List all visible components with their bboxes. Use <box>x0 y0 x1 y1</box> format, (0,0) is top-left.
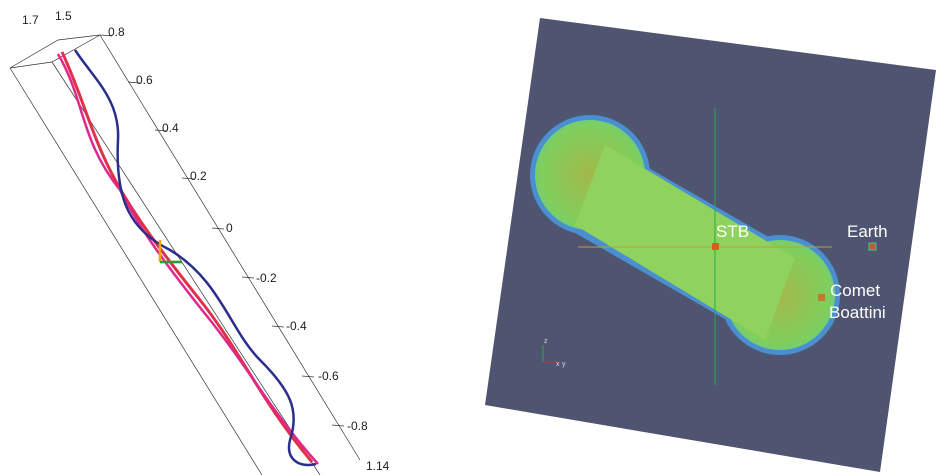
marker-earth <box>869 243 876 250</box>
curve-blue <box>75 50 316 465</box>
curve-red <box>62 52 312 462</box>
tick-label: 1.5 <box>55 9 72 23</box>
figure: 1.71.50.80.60.40.20-0.2-0.4-0.6-0.81.14 … <box>0 0 936 475</box>
marker-stb <box>712 243 719 250</box>
box-edges <box>10 35 360 475</box>
curve-magenta <box>58 54 318 464</box>
tick-labels: 1.7 1.5 0.8 0.6 0.4 0.2 0 -0.2 -0.4 -0.6 -0.8 1.14 <box>22 9 390 473</box>
tick-label: -0.8 <box>347 419 368 433</box>
label: Earth <box>847 222 888 241</box>
tick-label: 1.14 <box>366 459 390 473</box>
tick-marks <box>100 35 344 426</box>
marker-comet <box>818 294 825 301</box>
triad-label: y <box>562 361 566 368</box>
label: Comet <box>830 281 880 300</box>
left-panel <box>10 35 360 475</box>
label: Boattini <box>829 303 886 322</box>
tick-label: 0.6 <box>136 73 153 87</box>
right-panel: STB Earth Comet Boattini z x y <box>485 18 936 472</box>
tick-label: 0.8 <box>108 25 125 39</box>
tick-label: 0 <box>226 221 233 235</box>
label: STB <box>716 222 749 241</box>
tick-label: -0.2 <box>256 271 277 285</box>
tick-label: 1.7 <box>22 13 39 27</box>
tick-label: -0.6 <box>318 369 339 383</box>
tick-label: 0.4 <box>162 121 179 135</box>
tick-label: 0.2 <box>190 169 207 183</box>
tick-label: -0.4 <box>286 319 307 333</box>
box-top <box>10 35 100 68</box>
triad-label: x <box>556 361 560 368</box>
triad-label: z <box>544 338 548 345</box>
